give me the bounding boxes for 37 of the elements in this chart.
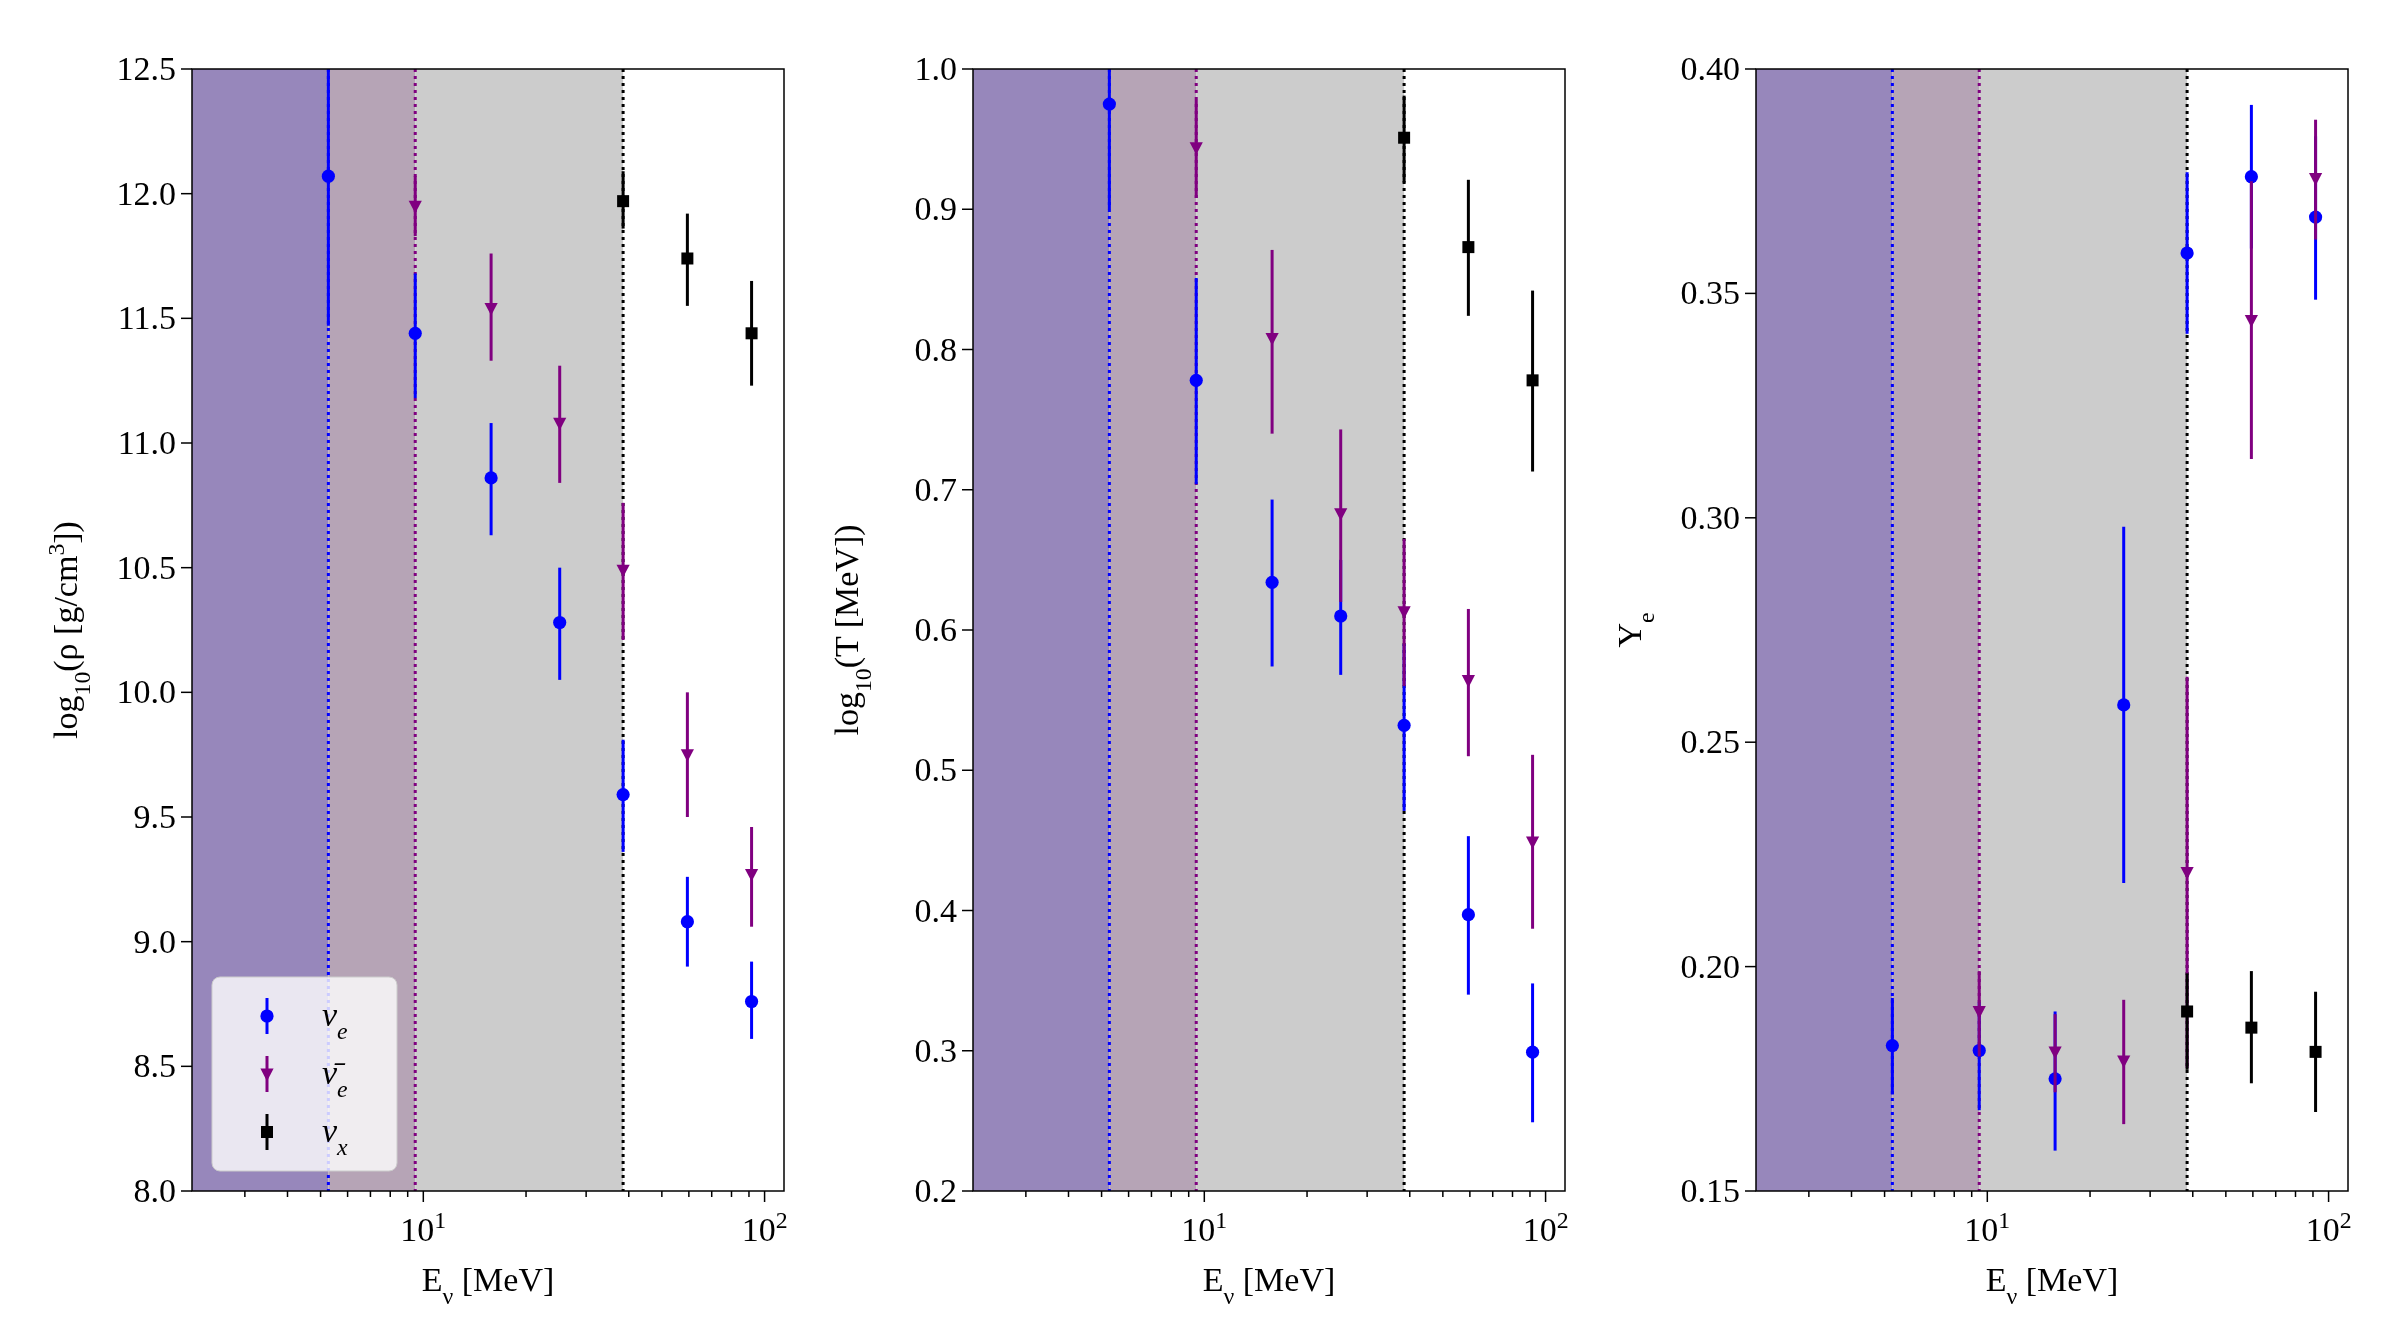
- x-tick-label: 10$^{1}$: [1964, 1207, 2011, 1248]
- y-tick-label: 12.5: [116, 50, 176, 87]
- x-tick-label: 10$^{2}$: [1522, 1207, 1569, 1248]
- x-axis-title: E$_{ν}$ [MeV]: [421, 1261, 555, 1309]
- y-tick-label: 0.7: [914, 470, 957, 508]
- y-tick-label: 0.35: [1680, 274, 1740, 312]
- y-tick-label: 0.40: [1680, 50, 1740, 87]
- y-tick-label: 0.8: [914, 330, 957, 368]
- x-tick-label: 10$^{1}$: [1181, 1207, 1228, 1248]
- y-tick-label: 8.0: [133, 1172, 176, 1209]
- y-tick-label: 0.5: [914, 751, 957, 789]
- x-axis-title: E$_{ν}$ [MeV]: [1202, 1261, 1336, 1309]
- x-axis-title: E$_{ν}$ [MeV]: [1985, 1261, 2119, 1309]
- legend-label: ν$_{e}$: [322, 996, 349, 1044]
- y-tick-label: 12.0: [116, 174, 176, 212]
- legend-label: ν̄$_{e}$: [322, 1054, 349, 1102]
- y-tick-label: 11.0: [117, 424, 176, 461]
- y-tick-label: 8.5: [133, 1047, 176, 1085]
- y-tick-label: 0.4: [914, 891, 957, 929]
- y-tick-label: 0.3: [914, 1031, 957, 1069]
- y-tick-label: 11.5: [117, 299, 176, 337]
- y-tick-label: 0.15: [1680, 1172, 1740, 1209]
- y-tick-label: 9.0: [133, 922, 176, 960]
- y-tick-label: 1.0: [914, 50, 957, 87]
- y-tick-label: 9.5: [133, 798, 176, 835]
- y-tick-label: 0.30: [1680, 498, 1740, 536]
- x-tick-label: 10$^{2}$: [741, 1207, 788, 1248]
- y-tick-label: 10.0: [116, 673, 176, 711]
- x-tick-label: 10$^{2}$: [2305, 1207, 2352, 1248]
- y-tick-label: 0.20: [1680, 947, 1740, 985]
- y-tick-label: 0.25: [1680, 723, 1740, 761]
- y-tick-label: 0.9: [914, 190, 957, 228]
- y-tick-label: 0.2: [914, 1172, 957, 1209]
- y-tick-label: 10.5: [116, 548, 176, 586]
- y-tick-label: 0.6: [914, 611, 957, 648]
- legend-label: ν$_{x}$: [322, 1112, 349, 1160]
- x-tick-label: 10$^{1}$: [400, 1207, 447, 1248]
